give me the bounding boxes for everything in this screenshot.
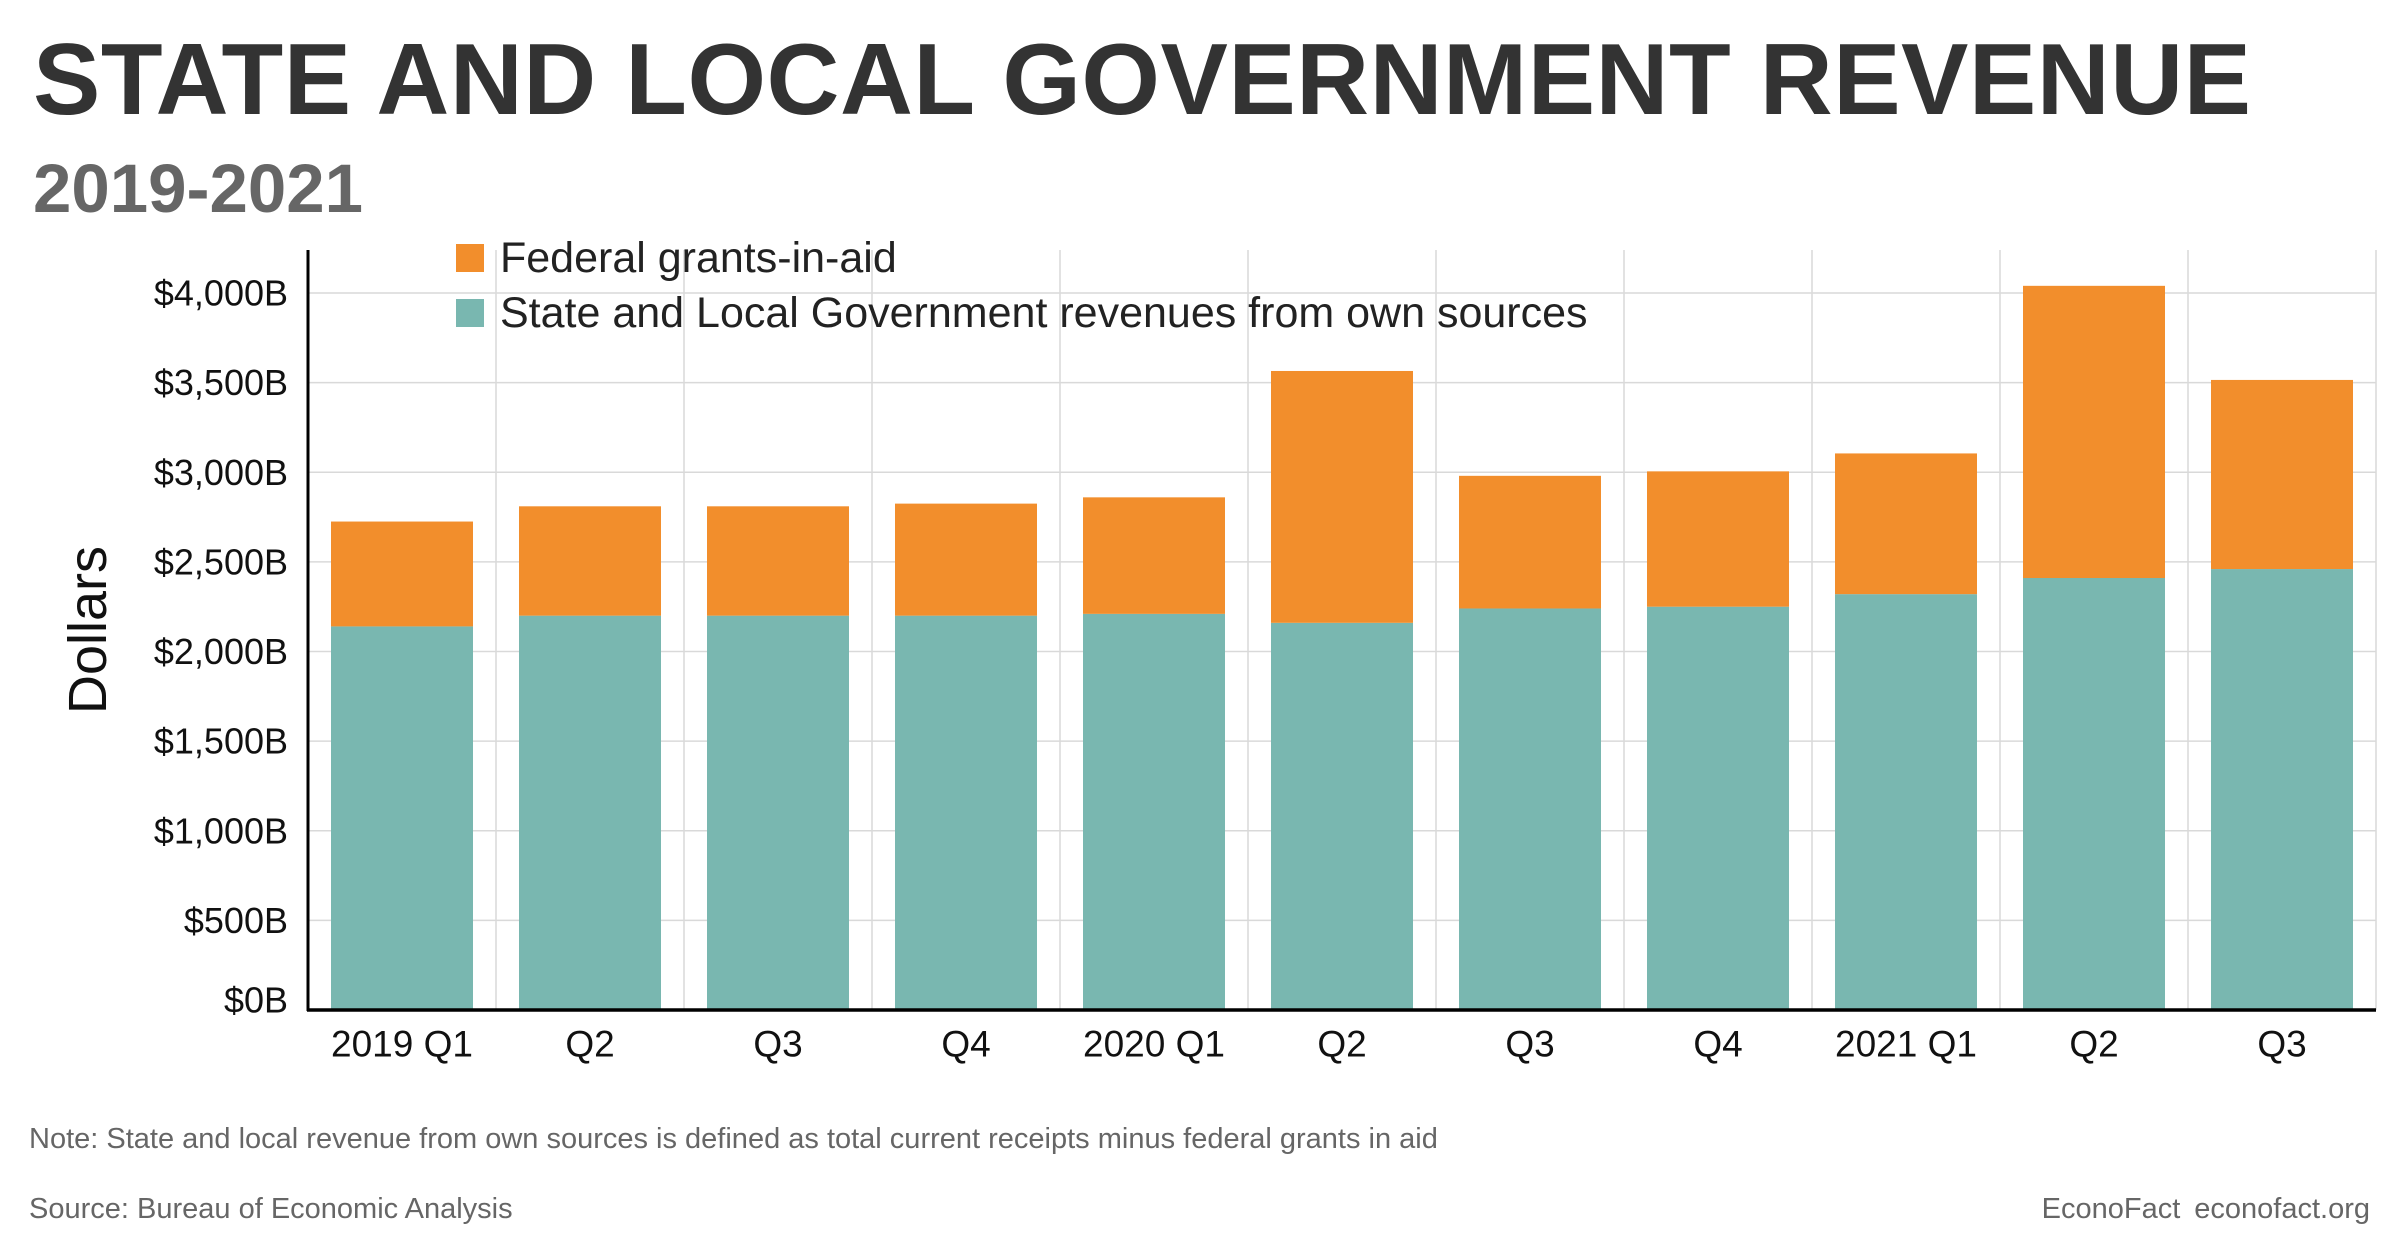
y-axis-label: Dollars	[58, 546, 118, 714]
bar-own-sources	[1271, 622, 1413, 1010]
y-tick-label: $1,000B	[154, 810, 288, 851]
bar-own-sources	[1459, 608, 1601, 1010]
brand-site: econofact.org	[2194, 1193, 2370, 1225]
x-tick-label: Q3	[2257, 1024, 2306, 1065]
brand-name: EconoFact	[2041, 1193, 2181, 1225]
bar-own-sources	[1835, 594, 1977, 1010]
y-tick-label: $1,500B	[154, 721, 288, 762]
bar-federal-grants	[707, 506, 849, 616]
chart-title: STATE AND LOCAL GOVERNMENT REVENUE	[33, 24, 2252, 136]
bar-own-sources	[895, 615, 1037, 1010]
bar-federal-grants	[2023, 285, 2165, 579]
chart-note: Note: State and local revenue from own s…	[29, 1123, 1438, 1155]
legend-swatch-federal-grants	[456, 244, 484, 272]
legend-label-federal-grants: Federal grants-in-aid	[500, 234, 897, 282]
bar-federal-grants	[1083, 497, 1225, 614]
x-tick-label: Q4	[941, 1024, 990, 1065]
x-tick-label: Q2	[565, 1024, 614, 1065]
chart-source: Source: Bureau of Economic Analysis	[29, 1193, 513, 1225]
x-tick-label: 2021 Q1	[1835, 1024, 1977, 1065]
x-tick-label: Q2	[1317, 1024, 1366, 1065]
x-tick-label: Q2	[2069, 1024, 2118, 1065]
x-tick-label: Q3	[753, 1024, 802, 1065]
bar-own-sources	[1083, 613, 1225, 1010]
chart-credit: EconoFact econofact.org	[2042, 1193, 2370, 1226]
y-tick-label: $3,500B	[154, 362, 288, 403]
bar-federal-grants	[1459, 475, 1601, 609]
bar-own-sources	[519, 615, 661, 1010]
y-tick-label: $0B	[224, 980, 288, 1021]
bar-federal-grants	[1835, 453, 1977, 595]
bar-own-sources	[2211, 569, 2353, 1010]
bar-federal-grants	[1271, 370, 1413, 623]
chart-subtitle: 2019-2021	[33, 150, 363, 227]
legend-swatch-own-sources	[456, 299, 484, 327]
bar-own-sources	[331, 626, 473, 1010]
x-tick-label: 2019 Q1	[331, 1024, 473, 1065]
x-tick-label: Q3	[1505, 1024, 1554, 1065]
y-tick-label: $4,000B	[154, 273, 288, 314]
bar-own-sources	[2023, 578, 2165, 1010]
bar-federal-grants	[519, 506, 661, 616]
x-tick-label: Q4	[1693, 1024, 1742, 1065]
bar-federal-grants	[2211, 379, 2353, 570]
x-tick-label: 2020 Q1	[1083, 1024, 1225, 1065]
legend-label-own-sources: State and Local Government revenues from…	[500, 289, 1588, 337]
bar-own-sources	[1647, 606, 1789, 1010]
bar-own-sources	[707, 615, 849, 1010]
bar-federal-grants	[1647, 471, 1789, 607]
y-tick-label: $2,000B	[154, 631, 288, 672]
y-tick-label: $500B	[184, 900, 288, 941]
y-tick-label: $2,500B	[154, 541, 288, 582]
y-tick-label: $3,000B	[154, 452, 288, 493]
bar-federal-grants	[331, 521, 473, 627]
bar-federal-grants	[895, 503, 1037, 616]
